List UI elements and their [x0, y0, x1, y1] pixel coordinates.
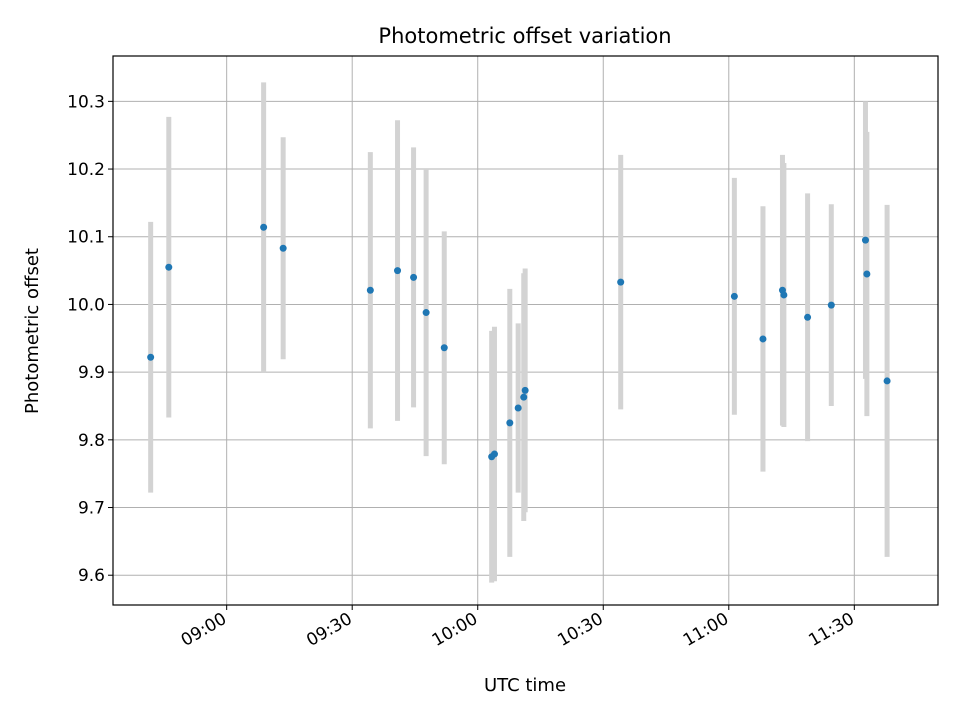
data-point — [883, 377, 891, 385]
data-point — [730, 292, 738, 300]
y-tick-label: 10.3 — [67, 92, 105, 112]
data-point — [521, 386, 529, 394]
data-point — [260, 223, 268, 231]
data-point — [780, 291, 788, 299]
data-point — [165, 263, 173, 271]
data-point — [520, 393, 528, 401]
data-points — [147, 223, 891, 461]
data-point — [827, 301, 835, 309]
grid — [113, 56, 938, 605]
data-point — [394, 267, 402, 275]
y-tick-label: 9.6 — [78, 566, 105, 586]
data-point — [506, 419, 514, 427]
plot-frame — [112, 55, 939, 606]
y-tick-label: 9.9 — [78, 363, 105, 383]
x-axis-title: UTC time — [484, 675, 566, 696]
data-point — [279, 244, 287, 252]
data-point — [617, 278, 625, 286]
data-point — [440, 344, 448, 352]
y-tick-label: 9.7 — [78, 499, 105, 519]
y-tick-label: 10.1 — [67, 228, 105, 248]
data-point — [410, 273, 418, 281]
data-point — [863, 270, 871, 278]
data-point — [422, 309, 430, 317]
y-tick-label: 10.0 — [67, 295, 105, 315]
data-point — [861, 236, 869, 244]
y-axis: 9.6 9.7 9.8 9.9 10.0 10.1 10.2 10.3 — [67, 92, 113, 586]
y-axis-title: Photometric offset — [22, 248, 43, 414]
data-point — [514, 404, 522, 412]
y-tick-label: 9.8 — [78, 431, 105, 451]
data-point — [147, 353, 155, 361]
y-tick-label: 10.2 — [67, 160, 105, 180]
data-point — [759, 335, 767, 343]
chart-title: Photometric offset variation — [378, 24, 671, 48]
data-point — [804, 313, 812, 321]
data-point — [366, 286, 374, 294]
data-point — [490, 450, 498, 458]
